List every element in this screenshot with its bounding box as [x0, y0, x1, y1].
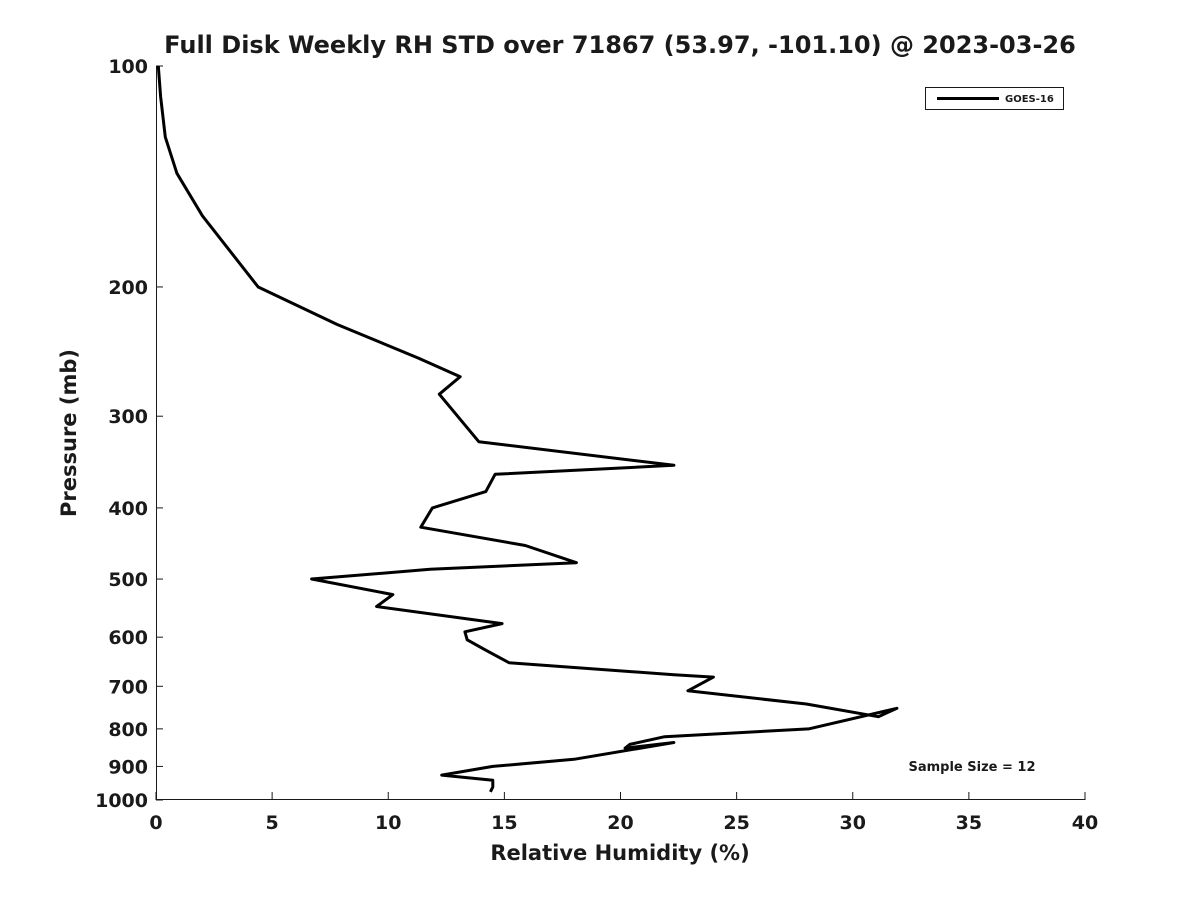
y-tick-label: 200	[108, 277, 148, 299]
legend: GOES-16	[925, 87, 1064, 110]
series-line-goes-16	[156, 65, 899, 793]
series-layer	[156, 65, 899, 793]
x-axis-label: Relative Humidity (%)	[490, 841, 749, 865]
y-tick-label: 1000	[95, 790, 148, 812]
x-tick-label: 30	[840, 812, 866, 834]
y-tick-label: 800	[108, 719, 148, 741]
x-ticks: 0 5 10 15 20 25 30 35 40	[149, 792, 1098, 834]
y-tick-label: 300	[108, 406, 148, 428]
x-tick-label: 20	[607, 812, 633, 834]
x-tick-label: 40	[1072, 812, 1098, 834]
y-tick-label: 700	[108, 676, 148, 698]
y-tick-label: 500	[108, 569, 148, 591]
y-tick-label: 600	[108, 627, 148, 649]
y-axis-label: Pressure (mb)	[57, 349, 81, 517]
x-tick-label: 35	[956, 812, 982, 834]
x-tick-label: 10	[375, 812, 401, 834]
y-tick-label: 400	[108, 498, 148, 520]
x-tick-label: 25	[723, 812, 749, 834]
y-tick-label: 900	[108, 756, 148, 778]
x-tick-label: 5	[266, 812, 279, 834]
y-ticks: 100 200 300 400 500 600 700 800 900 1000	[95, 56, 163, 812]
plot-area: 0 5 10 15 20 25 30 35 40 100 200 300 400 500 600 700 80…	[95, 56, 1098, 834]
legend-label-goes-16: GOES-16	[1005, 94, 1054, 105]
y-tick-label: 100	[108, 56, 148, 78]
sample-size-annotation: Sample Size = 12	[908, 760, 1035, 775]
chart-title: Full Disk Weekly RH STD over 71867 (53.9…	[164, 31, 1076, 59]
x-tick-label: 0	[149, 812, 162, 834]
x-tick-label: 15	[491, 812, 517, 834]
